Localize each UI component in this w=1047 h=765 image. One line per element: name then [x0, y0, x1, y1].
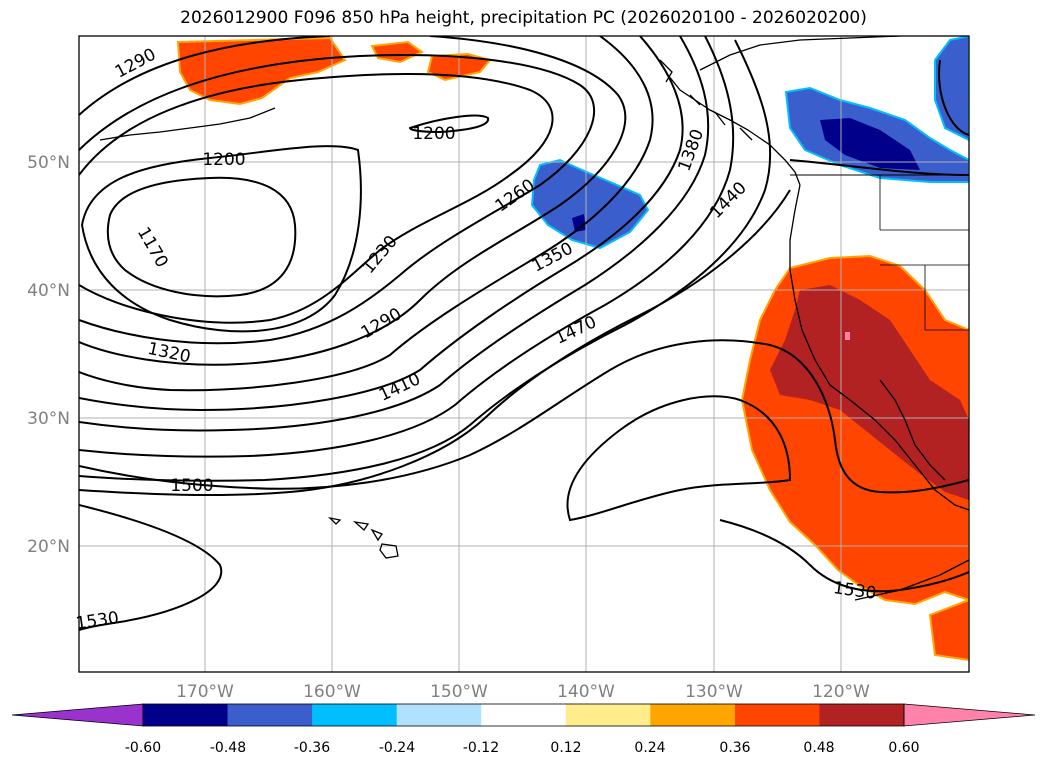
contour-1500 — [79, 339, 969, 494]
state-border — [879, 175, 969, 331]
longitude-labels: 170°W 160°W 150°W 140°W 130°W 120°W — [176, 682, 870, 702]
lon-label: 130°W — [685, 682, 743, 702]
colorbar-tick-label: 0.60 — [888, 740, 919, 756]
colorbar-tick-label: -0.36 — [294, 740, 330, 756]
colorbar-tick-label: -0.60 — [125, 740, 161, 756]
map-frame — [78, 35, 970, 673]
colorbar-outline — [142, 703, 905, 727]
colorbar-extend-max — [903, 703, 1036, 727]
nw-coastal-islands — [659, 59, 753, 141]
colorbar — [11, 703, 1036, 727]
colorbar-tick-label: 0.12 — [550, 740, 581, 756]
colorbar-segment — [143, 704, 229, 726]
colorbar-segment — [734, 704, 820, 726]
contour-1350 — [79, 36, 684, 412]
lat-label: 40°N — [27, 281, 70, 301]
contour-1530-inner — [566, 395, 792, 522]
contour-label: 1200 — [412, 124, 455, 144]
height-contours — [79, 36, 969, 631]
lon-label: 170°W — [176, 682, 234, 702]
precip-negative-core — [820, 118, 920, 170]
lon-label: 150°W — [430, 682, 488, 702]
contour-1320 — [79, 36, 654, 392]
lat-label: 50°N — [27, 153, 70, 173]
hawaii-islands — [328, 516, 399, 559]
contour-1170 — [106, 176, 297, 298]
contour-1260 — [79, 54, 596, 345]
precip-negative-patch — [530, 158, 650, 250]
lon-label: 160°W — [303, 682, 361, 702]
aleutian-islands — [99, 107, 276, 141]
contour-1530-se — [719, 519, 969, 593]
colorbar-segment — [312, 704, 398, 726]
contour-1230 — [79, 73, 554, 324]
colorbar-tick-label: 0.48 — [803, 740, 834, 756]
mexico-coast — [854, 559, 969, 601]
baja-coast — [879, 379, 946, 481]
colorbar-segment — [396, 704, 482, 726]
colorbar-segment — [481, 704, 567, 726]
lat-label: 20°N — [27, 537, 70, 557]
colorbar-ticks: -0.60 -0.48 -0.36 -0.24 -0.12 0.12 0.24 … — [125, 740, 920, 756]
colorbar-segment — [227, 704, 313, 726]
us-west-coast — [789, 184, 969, 511]
colorbar-tick-label: -0.48 — [210, 740, 246, 756]
latitude-labels: 50°N 40°N 30°N 20°N — [27, 153, 70, 557]
colorbar-extend-min — [11, 703, 144, 727]
colorbar-tick-label: -0.12 — [463, 740, 499, 756]
contour-1530 — [79, 504, 223, 631]
precip-strong-core — [770, 285, 969, 500]
contour-1410 — [79, 36, 735, 458]
colorbar-tick-label: 0.24 — [634, 740, 665, 756]
precip-shading — [176, 36, 969, 662]
contour-1290 — [79, 36, 627, 366]
chart-title: 2026012900 F096 850 hPa height, precipit… — [180, 8, 867, 28]
contour-1200-small — [408, 114, 490, 134]
graticule — [79, 36, 969, 672]
colorbar-segment — [650, 704, 736, 726]
lon-label: 120°W — [812, 682, 870, 702]
contour-1470 — [79, 189, 791, 497]
lat-label: 30°N — [27, 409, 70, 429]
precip-negative-core — [572, 214, 586, 232]
colorbar-tick-label: 0.36 — [719, 740, 750, 756]
lon-label: 140°W — [557, 682, 615, 702]
colorbar-segment — [819, 704, 905, 726]
colorbar-tick-label: -0.24 — [379, 740, 415, 756]
precip-negative-patch — [934, 36, 969, 142]
contour-label: 1500 — [170, 476, 213, 496]
alaska-coast — [699, 36, 901, 71]
colorbar-segment — [565, 704, 651, 726]
contour-label: 1200 — [202, 150, 245, 170]
precip-positive-patch — [176, 36, 347, 106]
contour-1380 — [79, 36, 710, 432]
precip-positive-region — [928, 598, 969, 662]
precip-extreme-spot — [845, 332, 850, 340]
contour-1440-ne — [789, 59, 969, 176]
